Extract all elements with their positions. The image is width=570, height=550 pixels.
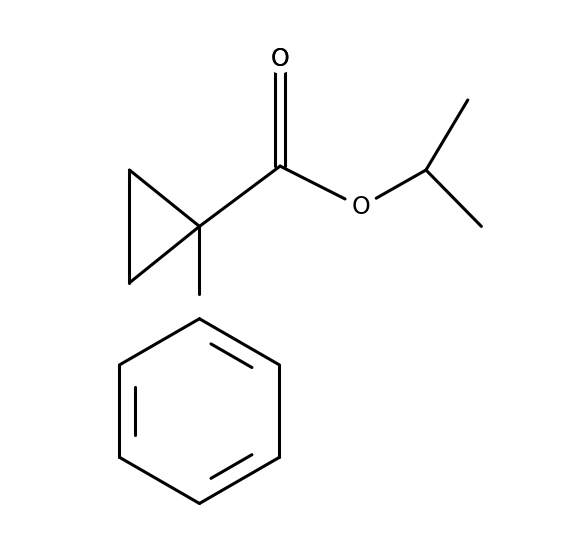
Text: O: O [271, 47, 290, 71]
Circle shape [267, 46, 294, 73]
Text: O: O [352, 195, 370, 219]
Circle shape [348, 194, 373, 219]
Text: O: O [271, 47, 290, 71]
